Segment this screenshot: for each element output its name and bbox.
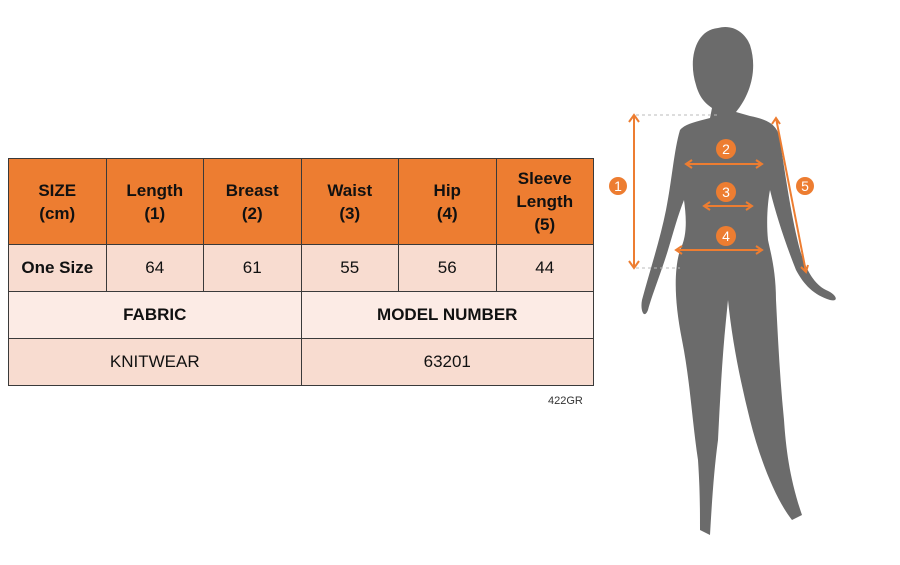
header-sleeve: Sleeve Length (5) [495,158,594,245]
value-length: 64 [105,244,204,292]
svg-text:3: 3 [722,184,730,200]
model-number: 63201 [300,338,594,386]
body-measurement-figure: 1 2 3 4 5 [609,26,836,536]
header-length: Length (1) [105,158,204,245]
svg-text:1: 1 [614,178,622,194]
header-size: SIZE (cm) [8,158,107,245]
measurement-markers: 1 2 3 4 5 [609,139,814,246]
header-waist: Waist (3) [300,158,399,245]
header-row: SIZE (cm) Length (1) Breast (2) Waist (3) Hi… [8,158,594,245]
value-waist: 55 [300,244,399,292]
value-breast: 61 [203,244,302,292]
info-header-row: FABRIC MODEL NUMBER [8,291,594,339]
value-hip: 56 [398,244,497,292]
product-code: 422GR [548,395,583,407]
table-row: One Size 64 61 55 56 44 [8,244,594,292]
fabric-value: KNITWEAR [8,338,302,386]
header-breast: Breast (2) [203,158,302,245]
value-sleeve: 44 [495,244,594,292]
size-table: SIZE (cm) Length (1) Breast (2) Waist (3) Hi… [8,158,594,386]
silhouette [641,26,836,536]
svg-text:5: 5 [801,178,809,194]
model-label: MODEL NUMBER [300,291,594,339]
header-hip: Hip (4) [398,158,497,245]
svg-text:2: 2 [722,141,730,157]
marker-4-icon: 4 [716,226,736,246]
marker-1-icon: 1 [609,177,627,195]
marker-5-icon: 5 [796,177,814,195]
size-label: One Size [8,244,107,292]
measurement-arrows [628,113,809,274]
marker-2-icon: 2 [716,139,736,159]
marker-3-icon: 3 [716,182,736,202]
fabric-label: FABRIC [8,291,302,339]
svg-text:4: 4 [722,228,730,244]
info-row: KNITWEAR 63201 [8,338,594,386]
